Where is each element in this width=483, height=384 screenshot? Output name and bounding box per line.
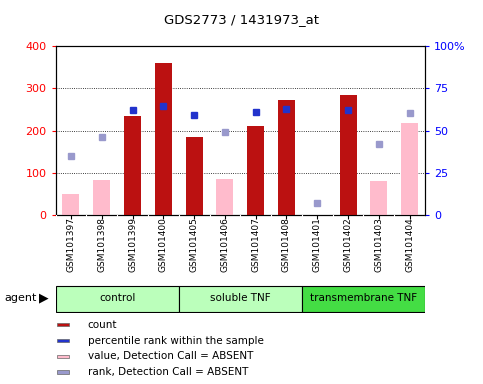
Bar: [155, 63, 172, 215]
Bar: [401, 123, 418, 215]
FancyBboxPatch shape: [179, 286, 302, 311]
Bar: [278, 100, 295, 215]
Text: GSM101402: GSM101402: [343, 217, 353, 272]
Text: GSM101399: GSM101399: [128, 217, 137, 272]
Text: GSM101398: GSM101398: [97, 217, 106, 272]
Text: value, Detection Call = ABSENT: value, Detection Call = ABSENT: [87, 351, 253, 361]
Text: percentile rank within the sample: percentile rank within the sample: [87, 336, 263, 346]
Bar: [124, 116, 141, 215]
Text: GSM101404: GSM101404: [405, 217, 414, 272]
Text: ▶: ▶: [39, 291, 48, 305]
Bar: [57, 339, 69, 342]
Bar: [93, 180, 110, 215]
Text: GSM101406: GSM101406: [220, 217, 229, 272]
Bar: [185, 137, 202, 215]
Bar: [57, 323, 69, 326]
Text: control: control: [99, 293, 135, 303]
Bar: [216, 179, 233, 215]
Bar: [57, 371, 69, 374]
Text: GSM101405: GSM101405: [190, 217, 199, 272]
Text: rank, Detection Call = ABSENT: rank, Detection Call = ABSENT: [87, 367, 248, 377]
FancyBboxPatch shape: [56, 286, 179, 311]
Bar: [370, 181, 387, 215]
Bar: [247, 126, 264, 215]
FancyBboxPatch shape: [302, 286, 425, 311]
Text: transmembrane TNF: transmembrane TNF: [310, 293, 417, 303]
Text: GSM101400: GSM101400: [159, 217, 168, 272]
Bar: [57, 355, 69, 358]
Text: GSM101407: GSM101407: [251, 217, 260, 272]
Text: GSM101408: GSM101408: [282, 217, 291, 272]
Text: GSM101401: GSM101401: [313, 217, 322, 272]
Text: soluble TNF: soluble TNF: [210, 293, 270, 303]
Bar: [340, 94, 356, 215]
Text: GSM101397: GSM101397: [67, 217, 75, 272]
Bar: [62, 194, 79, 215]
Text: GSM101403: GSM101403: [374, 217, 384, 272]
Text: GDS2773 / 1431973_at: GDS2773 / 1431973_at: [164, 13, 319, 26]
Text: count: count: [87, 320, 117, 330]
Text: agent: agent: [5, 293, 37, 303]
